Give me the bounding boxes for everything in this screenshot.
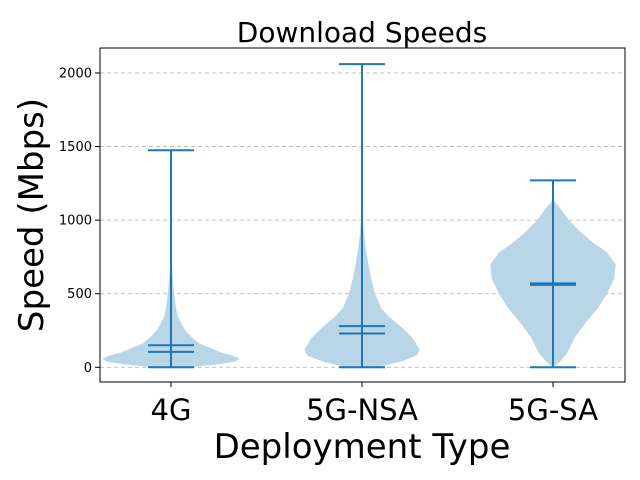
x-tick-label: 4G [151,393,192,427]
y-tick-label: 1000 [59,214,92,229]
y-axis-label: Speed (Mbps) [12,98,52,332]
y-tick-label: 0 [84,361,92,376]
y-tick-label: 1500 [59,140,92,155]
x-axis-label: Deployment Type [214,427,511,467]
chart-title: Download Speeds [237,16,487,49]
x-tick-label: 5G-SA [508,393,598,427]
y-tick-label: 2000 [59,67,92,82]
x-ticks: 4G 5G-NSA 5G-SA [151,382,598,427]
y-tick-label: 500 [67,287,92,302]
violin-layer [102,64,616,368]
y-ticks: 0 500 1000 1500 2000 [59,67,100,376]
stat-lines-layer [148,63,576,369]
x-tick-label: 5G-NSA [306,393,418,427]
